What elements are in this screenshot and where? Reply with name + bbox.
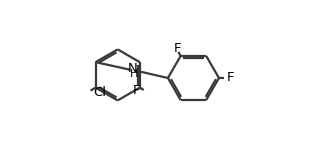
Text: N: N: [128, 62, 137, 75]
Text: H: H: [130, 69, 138, 79]
Text: F: F: [227, 71, 234, 85]
Text: F: F: [173, 42, 181, 55]
Text: F: F: [132, 84, 140, 97]
Text: Cl: Cl: [93, 86, 106, 99]
